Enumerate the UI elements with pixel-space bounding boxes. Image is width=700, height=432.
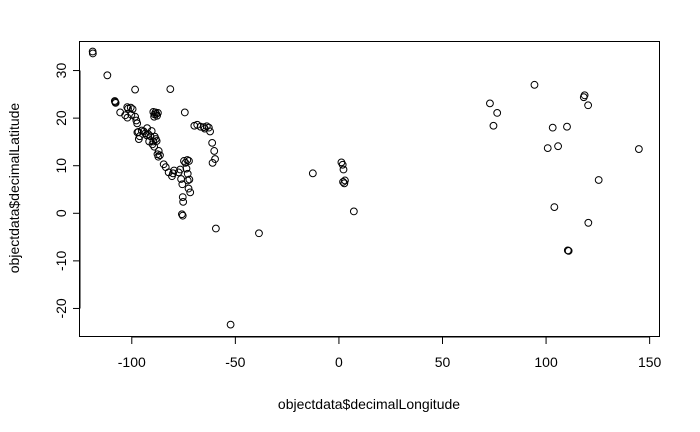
data-point bbox=[134, 135, 143, 143]
data-point bbox=[486, 99, 494, 108]
data-point bbox=[211, 155, 219, 163]
y-tick-label: -20 bbox=[53, 298, 69, 318]
data-point bbox=[340, 179, 349, 188]
y-tick-label: 30 bbox=[53, 63, 69, 79]
data-point bbox=[156, 151, 164, 160]
x-axis: -100 -50 0 50 100 150 bbox=[118, 336, 662, 370]
data-point bbox=[183, 156, 192, 164]
data-point bbox=[489, 121, 498, 130]
plot-frame bbox=[79, 41, 660, 337]
data-point bbox=[149, 137, 158, 146]
data-point bbox=[154, 147, 163, 155]
data-point bbox=[584, 101, 593, 110]
data-point bbox=[131, 85, 140, 94]
data-point bbox=[178, 210, 186, 219]
data-point bbox=[179, 197, 188, 206]
data-point bbox=[206, 127, 214, 136]
data-point bbox=[196, 122, 205, 131]
data-point bbox=[178, 211, 187, 220]
data-point bbox=[111, 98, 120, 106]
data-point bbox=[180, 157, 188, 165]
data-point bbox=[178, 193, 187, 202]
x-tick-label: -50 bbox=[225, 354, 245, 370]
data-point bbox=[186, 188, 195, 197]
y-tick-label: -10 bbox=[53, 251, 69, 271]
data-point bbox=[208, 158, 217, 167]
data-point bbox=[150, 112, 159, 121]
data-point bbox=[543, 144, 552, 153]
y-tick-label: 10 bbox=[53, 158, 69, 174]
data-point bbox=[338, 160, 347, 169]
data-point bbox=[211, 224, 220, 233]
data-point bbox=[584, 218, 593, 227]
data-point bbox=[548, 123, 557, 132]
data-point bbox=[166, 85, 175, 94]
data-point bbox=[339, 177, 347, 186]
data-point bbox=[121, 111, 130, 120]
data-point bbox=[183, 176, 192, 185]
data-point bbox=[580, 91, 589, 100]
data-point bbox=[182, 164, 191, 173]
data-point bbox=[349, 207, 358, 216]
data-point bbox=[128, 105, 137, 113]
data-point bbox=[184, 184, 193, 193]
data-point bbox=[152, 137, 161, 145]
data-point bbox=[127, 110, 136, 119]
y-tick-label: 20 bbox=[53, 110, 69, 126]
data-point bbox=[208, 138, 217, 147]
x-tick-label: 0 bbox=[335, 354, 343, 370]
data-point bbox=[210, 147, 219, 155]
x-tick-label: -100 bbox=[118, 354, 146, 370]
data-point bbox=[308, 169, 317, 178]
x-axis-label: objectdata$decimalLongitude bbox=[278, 396, 460, 412]
data-point bbox=[339, 165, 348, 174]
data-point bbox=[594, 176, 603, 184]
data-point bbox=[341, 176, 349, 185]
data-point bbox=[564, 246, 573, 255]
x-tick-label: 50 bbox=[435, 354, 451, 370]
y-tick-label: 0 bbox=[53, 209, 69, 217]
data-point bbox=[550, 203, 559, 212]
data-point bbox=[554, 142, 562, 151]
data-point bbox=[493, 108, 502, 117]
data-point bbox=[530, 80, 539, 89]
x-tick-label: 150 bbox=[638, 354, 662, 370]
data-point bbox=[204, 123, 213, 132]
data-point bbox=[123, 113, 132, 122]
data-point bbox=[563, 122, 571, 131]
y-axis-label: objectdata$decimalLatitude bbox=[6, 103, 22, 274]
data-point bbox=[154, 152, 163, 161]
data-points bbox=[88, 47, 643, 329]
data-point bbox=[185, 157, 193, 165]
x-tick-label: 100 bbox=[534, 354, 558, 370]
data-point bbox=[634, 145, 643, 153]
data-point bbox=[178, 180, 187, 189]
data-point bbox=[180, 108, 189, 117]
data-point bbox=[88, 49, 97, 58]
data-point bbox=[133, 119, 142, 128]
data-point bbox=[103, 71, 112, 80]
y-axis: -20 -10 0 10 20 30 bbox=[53, 63, 81, 319]
data-point bbox=[185, 175, 194, 184]
data-point bbox=[255, 229, 263, 238]
data-point bbox=[123, 103, 132, 112]
data-point bbox=[226, 320, 235, 329]
